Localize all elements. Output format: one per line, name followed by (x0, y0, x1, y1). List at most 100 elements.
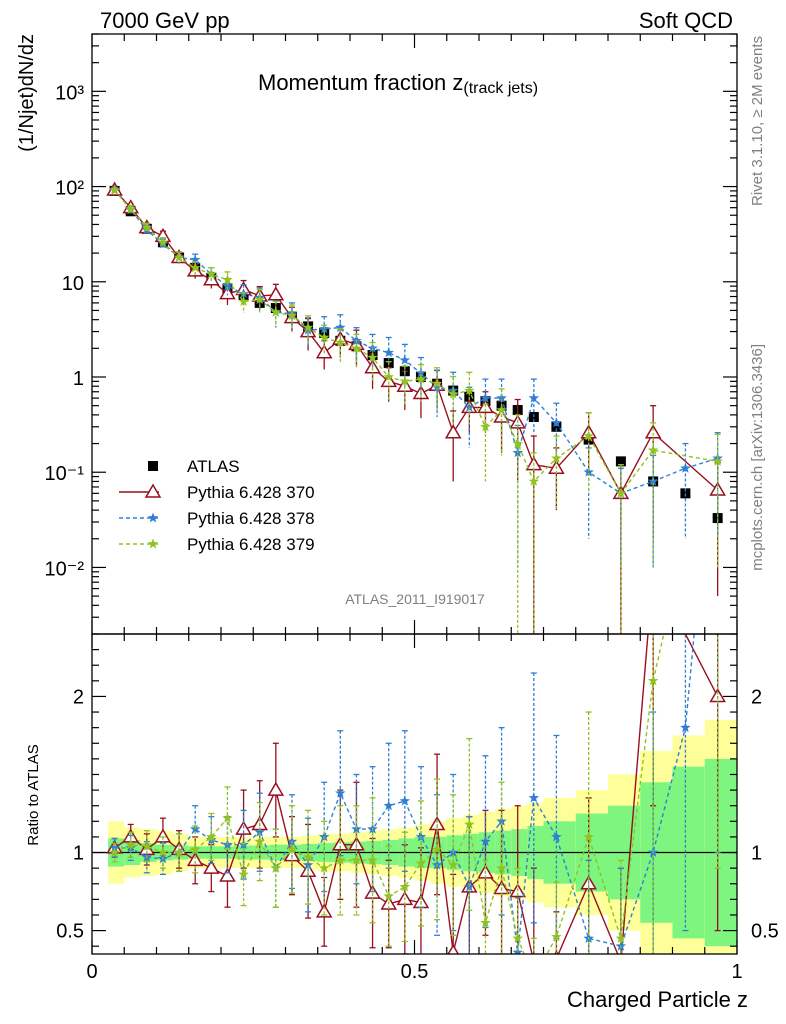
data-point (480, 421, 491, 432)
main-title-subscript: (track jets) (463, 80, 538, 97)
ratio-point (125, 839, 136, 850)
ratio-series-pythia-6-428-379 (109, 394, 722, 982)
main-y-tick-label: 10⁻¹ (45, 463, 85, 485)
ratio-point (480, 917, 491, 928)
data-point (496, 392, 507, 403)
data-point (399, 354, 411, 365)
data-point (680, 488, 691, 499)
ratio-point (302, 859, 314, 870)
ratio-point (712, 394, 722, 404)
ratio-point (496, 815, 507, 826)
ratio-point (647, 675, 659, 686)
ratio-y-tick-label-right: 2 (751, 686, 762, 708)
data-point (551, 417, 562, 428)
data-point (647, 444, 659, 455)
data-point (383, 371, 394, 382)
main-panel-data (106, 181, 726, 634)
ratio-point (383, 890, 394, 901)
data-point (270, 306, 282, 317)
ratio-point (238, 868, 249, 879)
ratio-point (254, 826, 265, 837)
main-y-tick-label: 10⁻² (45, 558, 85, 580)
ratio-point (464, 818, 475, 829)
ratio-point (529, 972, 539, 982)
data-point (238, 296, 249, 306)
data-point (680, 462, 691, 473)
ratio-point (447, 943, 460, 954)
data-point (141, 222, 153, 233)
header-right: Soft QCD (639, 8, 733, 33)
ratio-point (186, 851, 204, 867)
data-point (367, 352, 378, 363)
ratio-point (551, 831, 562, 842)
ratio-point (620, 953, 622, 954)
legend-label: ATLAS (187, 457, 240, 476)
ratio-point (203, 859, 220, 874)
data-point (480, 392, 491, 403)
data-point (647, 475, 659, 486)
ratio-point (157, 847, 169, 857)
ratio-point (351, 854, 362, 865)
main-y-tick-label: 1 (73, 368, 84, 390)
ratio-point (254, 836, 265, 847)
data-point (464, 401, 475, 412)
ratio-y-tick-label: 0.5 (56, 921, 84, 943)
mcplots-label: mcplots.cern.ch [arXiv:1306.3436] (749, 344, 766, 571)
data-point (496, 404, 507, 415)
main-y-tick-label: 10² (55, 178, 84, 200)
ratio-point (335, 854, 346, 865)
ratio-point (270, 862, 282, 873)
ratio-point (318, 862, 330, 873)
data-point (383, 347, 394, 358)
data-point (286, 310, 298, 321)
ratio-series-line (114, 634, 665, 954)
data-point (447, 388, 459, 399)
data-point (583, 466, 594, 477)
ratio-point (447, 859, 459, 870)
ratio-point (615, 932, 627, 943)
ratio-series-pythia-6-428-370 (106, 634, 726, 954)
data-point (173, 251, 185, 262)
ratio-point (480, 836, 491, 847)
data-point (380, 372, 398, 388)
data-point (267, 286, 285, 301)
ratio-point (680, 722, 691, 733)
data-point (302, 322, 314, 333)
rivet-version-label: Rivet 3.1.10, ≥ 2M events (749, 36, 766, 206)
data-point (222, 280, 233, 291)
legend-item: Pythia 6.428 379 (119, 535, 315, 554)
ratio-point (219, 867, 236, 882)
data-point (431, 378, 443, 389)
data-point (528, 475, 540, 486)
legend-marker (147, 512, 159, 523)
ratio-point (712, 379, 722, 389)
data-point (109, 184, 120, 195)
data-point (157, 236, 169, 247)
data-point (399, 375, 411, 386)
data-point (712, 455, 723, 466)
ratio-panel-data (92, 379, 737, 982)
data-point (583, 430, 594, 441)
ratio-point (206, 831, 217, 842)
data-point (335, 322, 346, 333)
data-point (464, 385, 475, 396)
legend-item: Pythia 6.428 378 (119, 509, 315, 528)
data-point (351, 342, 362, 353)
main-y-axis-label: (1/Njet)dN/dz (16, 34, 38, 152)
data-point (219, 285, 236, 300)
data-point (528, 392, 540, 403)
ratio-point (367, 854, 378, 865)
data-point (125, 203, 136, 214)
data-point (318, 323, 330, 334)
ratio-point (528, 792, 540, 803)
ratio-point (189, 843, 201, 854)
ratio-y-tick-label-right: 1 (751, 843, 762, 865)
ratio-y-tick-label-right: 0.5 (751, 921, 779, 943)
data-point (206, 268, 217, 279)
data-point (512, 438, 523, 448)
ratio-point (335, 787, 346, 798)
ratio-y-tick-label: 1 (73, 843, 84, 865)
data-point (615, 487, 627, 498)
legend-marker (147, 538, 159, 549)
data-point (254, 294, 265, 305)
